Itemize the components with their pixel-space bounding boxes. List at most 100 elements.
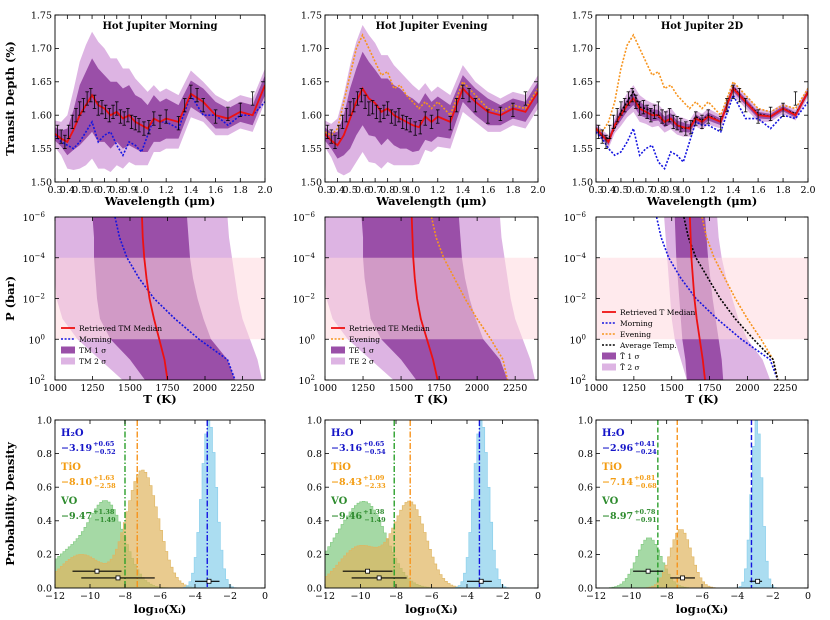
x-tick-label: 1.0 <box>134 185 149 196</box>
pt-plot-area <box>325 217 538 380</box>
y-tick-label: 1.75 <box>572 10 593 21</box>
h2o-abundance: −3.19+0.65 −0.52 <box>61 440 116 456</box>
x-tick-label: 1750 <box>427 383 451 394</box>
x-tick-label: 1500 <box>389 383 413 394</box>
vo-median-marker <box>94 568 100 574</box>
legend-label: Evening <box>349 335 380 344</box>
x-tick-label: 1.2 <box>430 185 445 196</box>
abundance-upper: +1.38 <box>363 508 385 516</box>
spectrum-panel-3: 1.501.551.601.651.701.750.30.40.50.60.70… <box>572 10 816 208</box>
x-tick-label: 1250 <box>622 383 646 394</box>
morning-model-line <box>596 93 808 171</box>
x-tick-label: 2.0 <box>530 185 545 196</box>
abundance-lower: −0.68 <box>635 482 657 490</box>
y-tick-label: 1.50 <box>572 177 593 188</box>
abundance-lower: −0.52 <box>94 448 115 456</box>
h2o-abundance: −3.16+0.65 −0.54 <box>331 440 386 456</box>
y-tick-label: 1.0 <box>578 415 593 426</box>
y-tick-label: 1.0 <box>307 415 322 426</box>
y-tick-exponent: 2 <box>41 374 45 382</box>
y-tick-exponent: −2 <box>305 293 315 301</box>
y-tick-label: 10−4 <box>23 252 46 265</box>
x-tick-label: 0.8 <box>380 185 395 196</box>
vo-label: VO <box>60 496 78 507</box>
legend-label: Average Temp. <box>619 341 677 350</box>
y-tick-label: 0.2 <box>37 550 52 561</box>
y-tick-label: 1.65 <box>301 77 322 88</box>
h2o-label: H₂O <box>61 428 84 439</box>
posterior-plot-area <box>325 420 538 588</box>
y-tick-label: 0.6 <box>307 483 322 494</box>
retrieved-median-profile <box>688 217 706 380</box>
abundance-upper: +0.65 <box>93 440 115 448</box>
x-tick-label: −2 <box>766 591 780 602</box>
x-tick-label: 2000 <box>465 383 489 394</box>
tio-label: TiO <box>61 462 81 473</box>
y-tick-label: 10−6 <box>564 211 587 224</box>
y-tick-exponent: 0 <box>582 333 586 341</box>
tio-abundance: −7.14+0.81 −0.68 <box>602 474 657 490</box>
y-tick-exponent: 2 <box>582 374 586 382</box>
y-axis-label: Transit Depth (%) <box>3 41 17 156</box>
legend-swatch <box>61 357 75 365</box>
y-tick-label: 1.75 <box>31 10 52 21</box>
y-tick-label: 1.50 <box>301 177 322 188</box>
legend-label: Evening <box>620 330 651 339</box>
x-tick-label: −4 <box>460 591 474 602</box>
sigma1-band <box>55 58 265 156</box>
y-tick-label: 1.55 <box>572 144 593 155</box>
x-axis-label: log₁₀(Xᵢ) <box>405 602 458 616</box>
spectrum-plot-area <box>55 31 265 172</box>
y-tick-label: 1.70 <box>31 44 52 55</box>
y-tick-label: 1.55 <box>301 144 322 155</box>
x-tick-label: 0.8 <box>109 185 124 196</box>
legend-swatch <box>61 346 75 354</box>
y-tick-label: 10−6 <box>293 211 316 224</box>
x-tick-label: 0.4 <box>330 185 345 196</box>
x-tick-label: 1.0 <box>405 185 420 196</box>
y-tick-label: 1.70 <box>572 44 593 55</box>
x-tick-label: 1.2 <box>159 185 174 196</box>
pt-plot-area <box>596 217 808 380</box>
x-tick-label: 0.9 <box>393 185 408 196</box>
evening-profile <box>701 217 779 380</box>
y-tick-label: 0.0 <box>578 583 593 594</box>
x-tick-label: 1.4 <box>455 185 470 196</box>
y-tick-label: 0.8 <box>578 449 593 460</box>
abundance-value: −8.43 <box>331 477 362 488</box>
abundance-value: −8.97 <box>602 511 633 522</box>
legend-label: TM 1 σ <box>79 346 106 355</box>
h2o-median-marker <box>478 578 484 584</box>
y-tick-exponent: −6 <box>576 211 587 219</box>
h2o-abundance: −2.96+0.41 −0.24 <box>602 440 657 456</box>
x-tick-label: 2250 <box>503 383 527 394</box>
x-tick-label: 2.0 <box>257 185 272 196</box>
vo-abundance: −9.46+1.38 −1.49 <box>331 508 386 524</box>
vo-label: VO <box>330 496 348 507</box>
x-tick-label: 1750 <box>697 383 721 394</box>
y-tick-label: 10−4 <box>564 252 587 265</box>
retrieved-median-profile <box>410 217 439 380</box>
y-tick-label: 0.6 <box>578 483 593 494</box>
spectrum-plot-area <box>596 33 808 171</box>
legend-swatch <box>331 346 345 354</box>
x-tick-label: −8 <box>118 591 132 602</box>
tio-median-marker <box>680 575 685 581</box>
evening-model-line <box>325 33 538 137</box>
legend-label: Retrieved TM Median <box>79 324 162 333</box>
abundance-upper: +0.65 <box>363 440 385 448</box>
y-tick-exponent: 0 <box>41 333 45 341</box>
y-tick-label: 0.6 <box>37 483 52 494</box>
spectrum-panel-1: 1.501.551.601.651.701.750.30.40.50.60.70… <box>3 10 273 208</box>
abundance-upper: +0.81 <box>634 474 655 482</box>
y-tick-label: 100 <box>298 333 315 346</box>
abundance-lower: −0.24 <box>635 448 657 456</box>
x-tick-label: 1500 <box>660 383 684 394</box>
y-tick-label: 0.8 <box>307 449 322 460</box>
x-tick-label: 2.0 <box>800 185 815 196</box>
tio-median-marker <box>376 575 382 581</box>
x-tick-label: 0 <box>805 591 811 602</box>
h2o-median-marker <box>755 578 761 584</box>
abundance-value: −2.96 <box>602 443 633 454</box>
x-tick-label: 0.7 <box>97 185 112 196</box>
